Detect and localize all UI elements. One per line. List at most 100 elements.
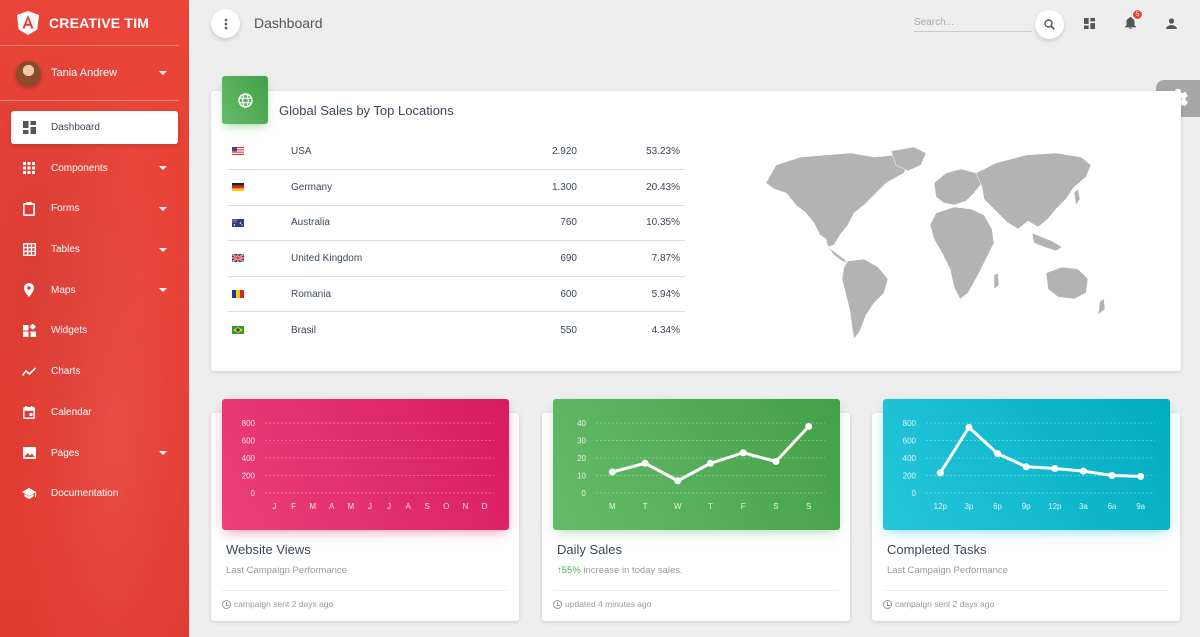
notifications-button[interactable]: 5 <box>1122 9 1143 31</box>
sidebar-item-widgets[interactable]: Widgets <box>11 314 178 347</box>
x-tick-label: 9p <box>1022 502 1031 511</box>
angular-logo-icon <box>17 10 39 35</box>
sales-value: 690 <box>477 240 577 277</box>
australia-flag-icon <box>232 218 244 227</box>
y-tick-label: 200 <box>903 472 917 481</box>
globe-icon <box>237 92 253 108</box>
search-input[interactable] <box>914 13 1032 32</box>
australia-shape <box>1045 266 1089 300</box>
map-pin-icon <box>22 283 36 298</box>
chevron-down-icon <box>159 451 167 455</box>
data-point <box>994 450 1002 458</box>
user-profile-button[interactable] <box>1163 15 1179 31</box>
uk-flag-icon <box>232 254 244 263</box>
x-tick-label: 9a <box>1136 502 1145 511</box>
daily-sales-chart-svg: 0 10 20 30 40 M T W T F S S <box>577 419 825 511</box>
sidebar-item-label: Tables <box>51 244 80 256</box>
x-tick-label: A <box>329 502 335 511</box>
sales-table: USA 2.920 53.23% Germany 1.300 20.43% Au… <box>228 134 685 348</box>
sidebar-item-forms[interactable]: Forms <box>11 192 178 225</box>
card-subtitle: ↑55% increase in today sales. <box>557 565 683 576</box>
y-tick-label: 400 <box>242 454 256 463</box>
page-title: Dashboard <box>254 15 323 31</box>
brand-name: CREATIVE TIM <box>49 14 150 31</box>
sidebar-item-label: Charts <box>51 366 81 378</box>
card-footer: campaign sent 2 days ago <box>222 590 508 609</box>
x-tick-label: M <box>348 502 355 511</box>
subtitle-text: increase in today sales. <box>580 565 683 576</box>
sales-percent: 20.43% <box>577 169 685 206</box>
x-tick-label: J <box>387 502 391 511</box>
sidebar-item-label: Components <box>51 162 108 174</box>
sales-percent: 10.35% <box>577 205 685 242</box>
data-point <box>707 459 714 467</box>
chevron-down-icon <box>159 288 167 293</box>
search-button[interactable] <box>1035 10 1064 39</box>
sidebar-item-label: Maps <box>51 284 76 296</box>
sales-value: 2.920 <box>477 134 577 171</box>
clock-icon <box>553 599 562 609</box>
sidebar-item-dashboard[interactable]: Dashboard <box>11 111 178 144</box>
data-point <box>936 469 944 477</box>
madagascar-shape <box>993 272 1000 290</box>
usa-flag-icon <box>232 147 244 156</box>
website-views-card: 0 200 400 600 800 J F M A M J J A S O N D Website Views … <box>211 399 519 621</box>
completed-tasks-chart: 0 200 400 600 800 12p 3p 6p 9p 12p 3a 6a 9a <box>883 399 1170 530</box>
y-tick-label: 0 <box>582 489 587 498</box>
x-tick-label: 12p <box>934 502 948 511</box>
sales-percent: 53.23% <box>577 134 685 171</box>
footer-text: campaign sent 2 days ago <box>895 599 995 609</box>
user-menu[interactable]: Tania Andrew <box>0 46 179 101</box>
sales-value: 550 <box>560 324 577 336</box>
chevron-down-icon <box>159 166 167 171</box>
data-point <box>1108 472 1116 479</box>
avatar <box>16 60 41 86</box>
bell-icon <box>1124 17 1136 29</box>
asia-shape <box>975 152 1092 230</box>
sidebar-item-calendar[interactable]: Calendar <box>11 396 178 429</box>
brand-logo[interactable]: CREATIVE TIM <box>0 0 179 46</box>
search-icon <box>1044 19 1055 30</box>
south-america-shape <box>841 258 889 340</box>
card-title: Daily Sales <box>557 542 623 557</box>
y-tick-label: 800 <box>242 419 256 428</box>
grid-icon <box>22 243 36 257</box>
x-tick-label: M <box>309 502 316 511</box>
sidebar-toggle-button[interactable] <box>211 9 240 38</box>
sidebar-item-label: Documentation <box>51 488 119 500</box>
arrow-up-icon: ↑ <box>557 565 562 576</box>
data-point <box>805 423 813 430</box>
africa-shape <box>929 206 995 300</box>
website-views-chart: 0 200 400 600 800 J F M A M J J A S O N D <box>222 399 509 530</box>
sidebar-item-pages[interactable]: Pages <box>11 437 178 470</box>
card-title: Website Views <box>226 542 311 557</box>
more-vert-icon <box>224 18 227 29</box>
greenland-shape <box>890 146 927 172</box>
brazil-flag-icon <box>232 325 244 334</box>
sidebar-item-tables[interactable]: Tables <box>11 233 178 266</box>
sidebar-item-label: Widgets <box>51 325 88 337</box>
sidebar-item-documentation[interactable]: Documentation <box>11 477 178 510</box>
sales-percent: 5.94% <box>577 276 685 313</box>
y-tick-label: 800 <box>903 419 917 428</box>
central-america-shape <box>827 246 849 264</box>
sidebar-item-components[interactable]: Components <box>11 152 178 185</box>
north-america-shape <box>765 152 909 248</box>
y-tick-label: 200 <box>242 472 256 481</box>
image-icon <box>22 446 36 460</box>
dashboard-icon[interactable] <box>1081 15 1097 31</box>
y-tick-label: 20 <box>577 454 586 463</box>
data-point <box>965 423 973 431</box>
x-tick-label: M <box>609 502 616 511</box>
table-row: Germany 1.300 20.43% <box>228 169 685 206</box>
series-line <box>939 425 1141 478</box>
europe-shape <box>933 168 983 206</box>
x-tick-label: 12p <box>1048 502 1062 511</box>
sidebar-item-maps[interactable]: Maps <box>11 274 178 307</box>
southeast-asia-shape <box>1031 232 1063 252</box>
timeline-icon <box>22 365 36 379</box>
sidebar-item-charts[interactable]: Charts <box>11 355 178 388</box>
data-point <box>1137 472 1145 480</box>
widgets-icon <box>22 324 36 338</box>
calendar-icon <box>22 405 36 419</box>
